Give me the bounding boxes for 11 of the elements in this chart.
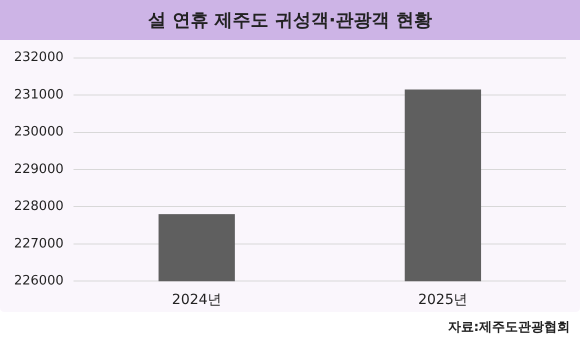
chart-title: 설 연휴 제주도 귀성객·관광객 현황 (148, 9, 432, 32)
text: 자료:제주도관광협회 (448, 319, 570, 336)
x-tick-label: 2025년 (418, 292, 468, 308)
y-tick-label: 231000 (14, 87, 64, 102)
y-tick-label: 226000 (14, 274, 64, 289)
y-tick-label: 228000 (14, 199, 64, 214)
y-tick-label: 230000 (14, 124, 64, 140)
x-tick-label: 2024년 (172, 292, 222, 308)
y-tick-label: 227000 (14, 236, 64, 252)
y-tick-label: 229000 (14, 162, 64, 177)
y-tick-label: 232000 (14, 50, 64, 66)
